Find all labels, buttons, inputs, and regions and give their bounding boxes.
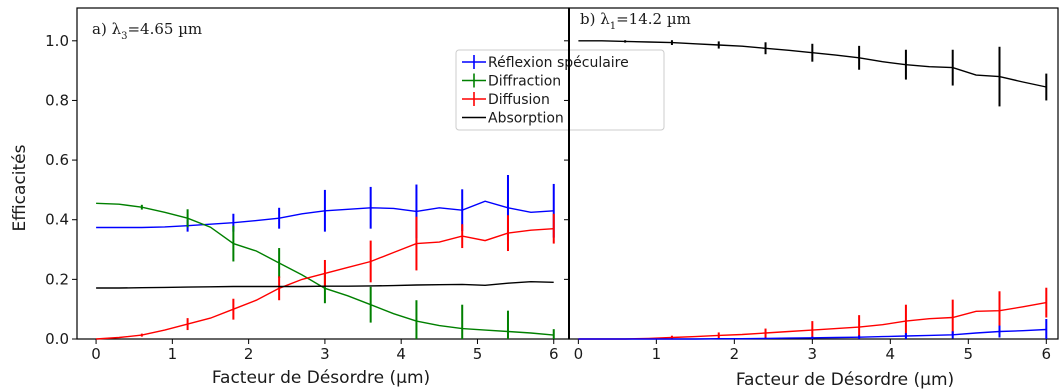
legend-box bbox=[455, 49, 665, 131]
panel-a: 0 1 2 3 4 5 60.00.20.40.60.81.0 a) λ3=4.65 µm … bbox=[10, 7, 570, 388]
panel-b-xtick-label: 6 bbox=[1042, 345, 1052, 363]
panel-a-xtick-label: 5 bbox=[473, 345, 483, 363]
panel-b-series bbox=[578, 40, 1048, 340]
panel-a-xtick-label: 0 bbox=[91, 345, 101, 363]
panel-b-title: b) λ1=14.2 µm bbox=[580, 10, 691, 32]
panel-b-xtick-label: 1 bbox=[652, 345, 662, 363]
panel-a-ticks: 0 1 2 3 4 5 6 0.0 0.2 0.4 0.6 0.8 1.0 bbox=[45, 32, 558, 363]
legend-label-diffraction: Diffraction bbox=[488, 74, 561, 90]
panel-a-xlabel: Facteur de Désordre (µm) bbox=[212, 368, 430, 388]
panel-b-xtick-label: 2 bbox=[730, 345, 740, 363]
legend-label-diffusion: Diffusion bbox=[488, 92, 550, 108]
panel-a-series-absorption-line bbox=[96, 280, 554, 289]
panel-b-xlabel: Facteur de Désordre (µm) bbox=[736, 370, 954, 390]
legend-label-absorption: Absorption bbox=[488, 111, 564, 127]
panel-a-xtick-label: 4 bbox=[396, 345, 406, 363]
panel-b-xtick-label: 4 bbox=[886, 345, 896, 363]
panel-b-ticks: 0 1 2 3 4 5 6 bbox=[564, 40, 1052, 363]
panel-b: 0 1 2 3 4 5 6 b) λ1=14.2 µm Facteur de Désordr… bbox=[564, 7, 1059, 390]
panel-b-xtick-label: 5 bbox=[964, 345, 974, 363]
panel-a-ytick-label: 1.0 bbox=[45, 32, 69, 50]
panel-a-ytick-label: 0.0 bbox=[45, 330, 69, 348]
legend-label-reflexion-speculaire: Réflexion spéculaire bbox=[488, 55, 629, 71]
panel-b-xtick-label: 3 bbox=[808, 345, 818, 363]
panel-a-ytick-label: 0.6 bbox=[45, 151, 69, 169]
panel-b-xtick-label: 0 bbox=[574, 345, 584, 363]
panel-a-ytick-label: 0.2 bbox=[45, 270, 69, 288]
legend-entries: Réflexion spéculaire Diffraction Diffusion… bbox=[462, 55, 629, 127]
panel-a-xtick-label: 6 bbox=[549, 345, 559, 363]
panel-a-ytick-label: 0.4 bbox=[45, 211, 69, 229]
panel-a-series bbox=[96, 174, 555, 340]
panel-a-ytick-label: 0.8 bbox=[45, 91, 69, 109]
panel-a-xtick-label: 3 bbox=[320, 345, 330, 363]
panel-a-ylabel: Efficacités bbox=[10, 144, 30, 231]
panel-a-xtick-label: 1 bbox=[168, 345, 178, 363]
legend: Réflexion spéculaire Diffraction Diffusion… bbox=[455, 49, 665, 131]
panel-a-xtick-label: 2 bbox=[244, 345, 254, 363]
panel-a-title: a) λ3=4.65 µm bbox=[92, 20, 202, 42]
